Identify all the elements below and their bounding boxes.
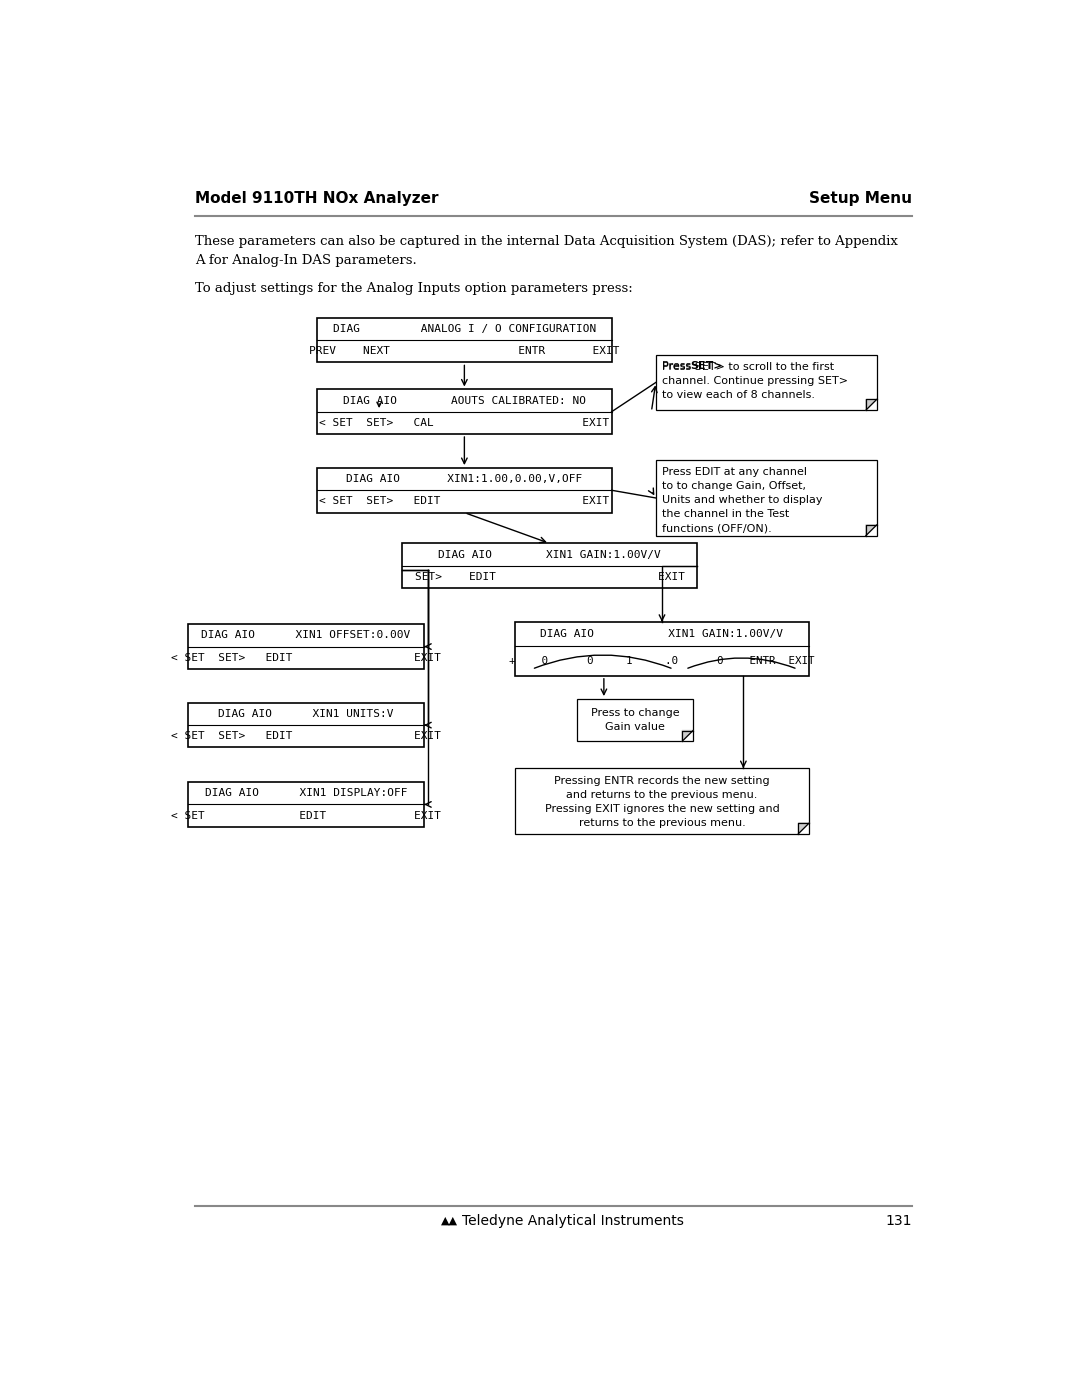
- Text: +    0      0     1     .0      0    ENTR  EXIT: + 0 0 1 .0 0 ENTR EXIT: [510, 655, 814, 666]
- Text: SET>: SET>: [690, 360, 723, 372]
- Text: PREV    NEXT                   ENTR       EXIT: PREV NEXT ENTR EXIT: [309, 346, 620, 356]
- Bar: [656, 355, 877, 411]
- Text: < SET              EDIT             EXIT: < SET EDIT EXIT: [171, 810, 441, 820]
- Text: DIAG AIO        XIN1 GAIN:1.00V/V: DIAG AIO XIN1 GAIN:1.00V/V: [438, 549, 661, 560]
- Text: Teledyne Analytical Instruments: Teledyne Analytical Instruments: [462, 1214, 684, 1228]
- Polygon shape: [798, 823, 809, 834]
- Text: Pressing ENTR records the new setting
and returns to the previous menu.
Pressing: Pressing ENTR records the new setting an…: [544, 775, 780, 828]
- Text: Press      to scroll to the first: Press to scroll to the first: [662, 360, 818, 372]
- Bar: [188, 703, 424, 747]
- Text: These parameters can also be captured in the internal Data Acquisition System (D: These parameters can also be captured in…: [195, 236, 899, 249]
- Text: A for Analog-In DAS parameters.: A for Analog-In DAS parameters.: [195, 254, 417, 267]
- Text: 131: 131: [885, 1214, 912, 1228]
- Bar: [403, 543, 697, 588]
- Bar: [656, 460, 877, 535]
- Text: Press: Press: [662, 360, 694, 372]
- Bar: [318, 390, 611, 434]
- Text: To adjust settings for the Analog Inputs option parameters press:: To adjust settings for the Analog Inputs…: [195, 282, 633, 295]
- Bar: [515, 622, 809, 676]
- Text: DIAG AIO      XIN1 UNITS:V: DIAG AIO XIN1 UNITS:V: [218, 708, 393, 719]
- Text: SET>    EDIT                        EXIT: SET> EDIT EXIT: [415, 571, 685, 583]
- Text: DIAG AIO      XIN1 OFFSET:0.00V: DIAG AIO XIN1 OFFSET:0.00V: [201, 630, 410, 640]
- Bar: [188, 782, 424, 827]
- Text: Press SET> to scroll to the first
channel. Continue pressing SET>
to view each o: Press SET> to scroll to the first channe…: [662, 362, 848, 400]
- Bar: [577, 698, 693, 742]
- Text: < SET  SET>   EDIT                  EXIT: < SET SET> EDIT EXIT: [171, 731, 441, 742]
- Text: DIAG AIO      XIN1 DISPLAY:OFF: DIAG AIO XIN1 DISPLAY:OFF: [204, 788, 407, 798]
- Text: ▲▲: ▲▲: [441, 1215, 458, 1227]
- Text: Press to change
Gain value: Press to change Gain value: [591, 708, 679, 732]
- Text: DIAG AIO        AOUTS CALIBRATED: NO: DIAG AIO AOUTS CALIBRATED: NO: [342, 395, 585, 405]
- Bar: [515, 768, 809, 834]
- Text: Model 9110TH NOx Analyzer: Model 9110TH NOx Analyzer: [195, 191, 438, 207]
- Polygon shape: [866, 525, 877, 535]
- Bar: [318, 468, 611, 513]
- Polygon shape: [866, 400, 877, 411]
- Text: Press EDIT at any channel
to to change Gain, Offset,
Units and whether to displa: Press EDIT at any channel to to change G…: [662, 467, 823, 534]
- Text: Setup Menu: Setup Menu: [809, 191, 912, 207]
- Text: DIAG         ANALOG I / O CONFIGURATION: DIAG ANALOG I / O CONFIGURATION: [333, 324, 596, 334]
- Text: < SET  SET>   EDIT                  EXIT: < SET SET> EDIT EXIT: [171, 652, 441, 662]
- Bar: [318, 317, 611, 362]
- Bar: [188, 624, 424, 669]
- Text: < SET  SET>   CAL                      EXIT: < SET SET> CAL EXIT: [320, 418, 609, 427]
- Text: < SET  SET>   EDIT                     EXIT: < SET SET> EDIT EXIT: [320, 496, 609, 507]
- Polygon shape: [683, 731, 693, 742]
- Text: DIAG AIO           XIN1 GAIN:1.00V/V: DIAG AIO XIN1 GAIN:1.00V/V: [540, 629, 783, 640]
- Text: DIAG AIO       XIN1:1.00,0.00,V,OFF: DIAG AIO XIN1:1.00,0.00,V,OFF: [347, 474, 582, 485]
